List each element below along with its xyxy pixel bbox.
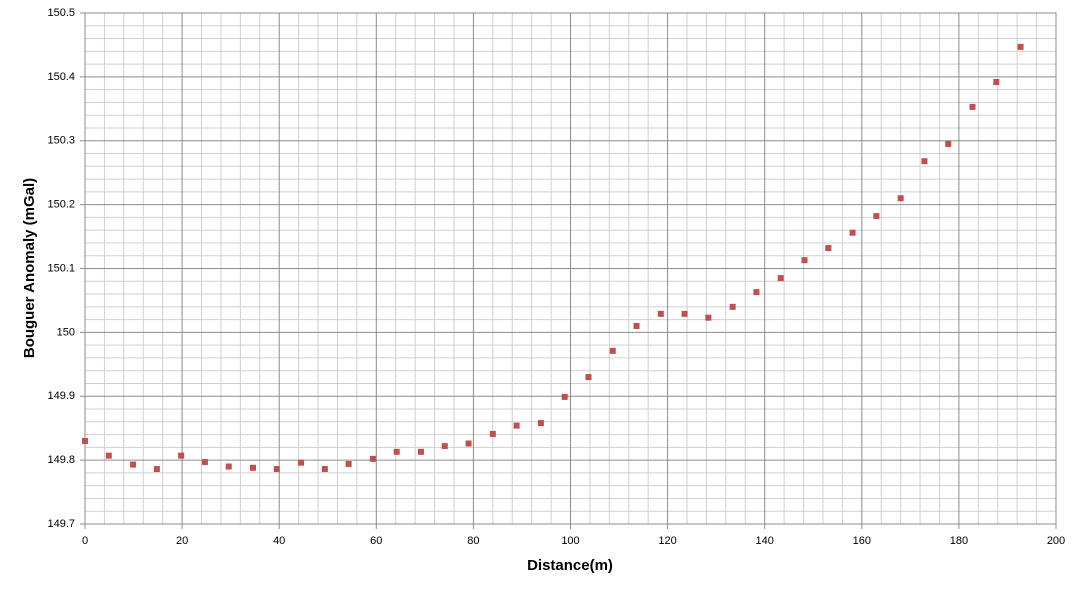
y-tick-label: 150.4 xyxy=(47,71,75,83)
y-tick-label: 150 xyxy=(57,326,75,338)
point xyxy=(345,460,352,467)
point xyxy=(130,461,137,468)
point xyxy=(105,452,112,459)
y-tick-label: 150.5 xyxy=(47,7,75,19)
point xyxy=(321,466,328,473)
point xyxy=(777,275,784,282)
point xyxy=(825,245,832,252)
point xyxy=(249,464,256,471)
point xyxy=(513,422,520,429)
x-tick-label: 80 xyxy=(467,535,479,547)
point xyxy=(298,459,305,466)
point xyxy=(82,437,88,444)
point xyxy=(225,463,232,470)
y-tick-label: 149.9 xyxy=(47,390,75,402)
x-tick-label: 120 xyxy=(658,535,676,547)
point xyxy=(609,347,616,354)
point xyxy=(705,314,712,321)
point xyxy=(561,393,568,400)
x-tick-label: 200 xyxy=(1047,535,1065,547)
point xyxy=(633,322,640,329)
x-axis-title: Distance(m) xyxy=(527,557,613,574)
x-tick-label: 140 xyxy=(756,535,774,547)
point xyxy=(441,443,448,450)
y-tick-label: 149.8 xyxy=(47,454,75,466)
point xyxy=(465,440,472,447)
point xyxy=(729,303,736,310)
point xyxy=(1017,43,1024,50)
point xyxy=(969,103,976,110)
point xyxy=(369,455,376,462)
point xyxy=(801,257,808,264)
x-tick-label: 60 xyxy=(370,535,382,547)
y-tick-label: 150.1 xyxy=(47,262,75,274)
point xyxy=(681,310,688,317)
x-tick-label: 180 xyxy=(950,535,968,547)
point xyxy=(945,140,952,147)
point xyxy=(921,158,928,165)
point xyxy=(993,78,1000,85)
plot-border xyxy=(84,12,1057,525)
y-tick-label: 150.2 xyxy=(47,199,75,211)
point xyxy=(537,420,544,427)
point xyxy=(489,430,496,437)
x-tick-label: 20 xyxy=(176,535,188,547)
point xyxy=(849,229,856,236)
x-tick-label: 40 xyxy=(273,535,285,547)
point xyxy=(873,213,880,220)
point xyxy=(585,374,592,381)
x-tick-label: 100 xyxy=(561,535,579,547)
point xyxy=(153,466,160,473)
y-tick-label: 149.7 xyxy=(47,518,75,530)
x-tick-label: 0 xyxy=(82,535,88,547)
point xyxy=(273,466,280,473)
point xyxy=(393,448,400,455)
point xyxy=(753,289,760,296)
point xyxy=(178,452,185,459)
x-tick-label: 160 xyxy=(853,535,871,547)
point xyxy=(897,195,904,202)
y-tick-label: 150.3 xyxy=(47,135,75,147)
point xyxy=(417,448,424,455)
point xyxy=(657,310,664,317)
point xyxy=(201,459,208,466)
y-axis-title: Bouguer Anomaly (mGal) xyxy=(21,178,38,358)
